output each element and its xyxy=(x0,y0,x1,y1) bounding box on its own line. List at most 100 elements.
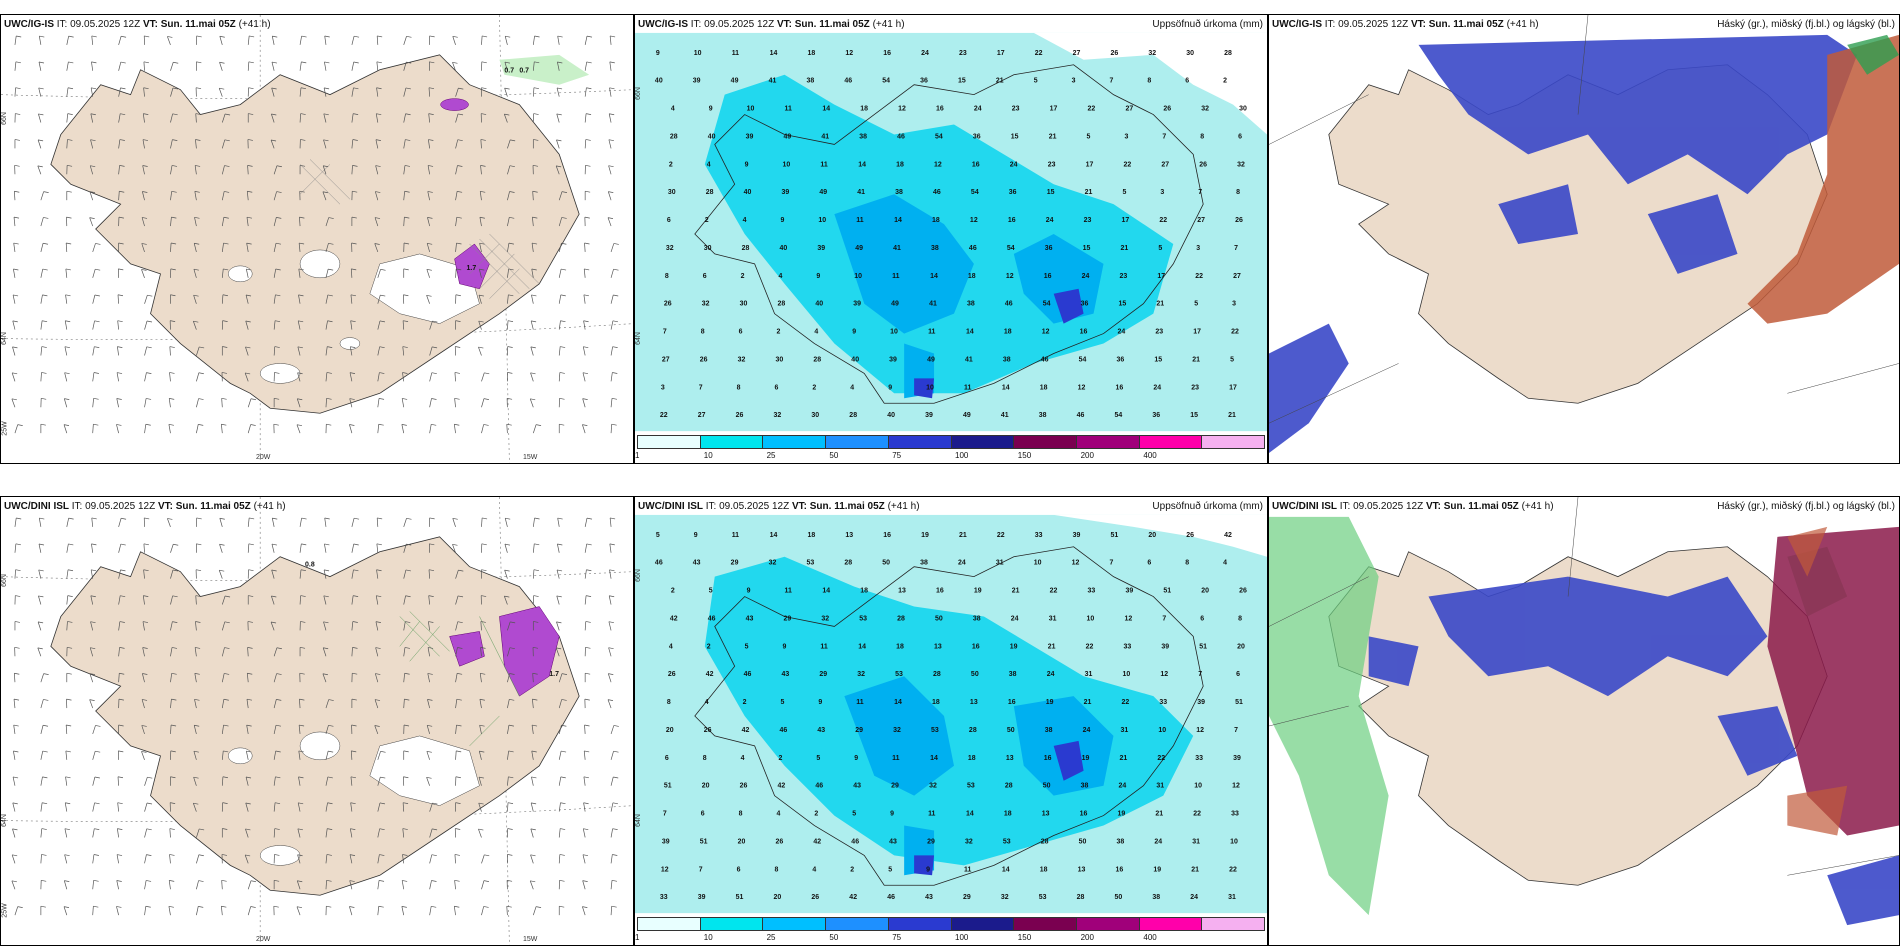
wind-barb xyxy=(507,776,509,786)
wind-barb-flag xyxy=(429,35,435,38)
wind-barb-flag xyxy=(300,569,307,572)
wind-barb-flag xyxy=(301,35,307,38)
wind-barb-flag xyxy=(118,750,124,753)
wind-barb-flag xyxy=(379,828,385,831)
wind-barb xyxy=(299,569,302,579)
precip-value: 14 xyxy=(894,699,902,706)
precip-value: 38 xyxy=(1116,838,1124,845)
precip-value: 12 xyxy=(1124,615,1132,622)
wind-barb-flag xyxy=(196,569,202,572)
wind-barb-flag xyxy=(172,621,178,623)
wind-barb-flag xyxy=(274,879,280,882)
wind-barb xyxy=(170,87,174,97)
wind-barb xyxy=(426,751,430,760)
wind-map[interactable]: 0.8 1.7 xyxy=(1,497,633,945)
wind-barb-flag xyxy=(195,647,201,649)
precip-value: 3 xyxy=(1072,78,1076,85)
wind-barb xyxy=(196,906,199,916)
wind-barb xyxy=(13,268,16,278)
wind-barb xyxy=(13,725,16,734)
precip-value: 26 xyxy=(1239,588,1247,595)
wind-barb-flag xyxy=(119,190,125,193)
wind-barb xyxy=(555,165,560,175)
precip-value: 32 xyxy=(1148,50,1156,57)
precip-value: 28 xyxy=(1041,838,1049,845)
precip-value: 54 xyxy=(1043,301,1051,308)
precip-value: 5 xyxy=(781,699,785,706)
colorbar-tick: 50 xyxy=(829,933,839,942)
wind-barb xyxy=(246,750,249,760)
wind-barb-flag xyxy=(219,35,225,38)
wind-barb xyxy=(325,802,328,812)
precip-value: 32 xyxy=(1201,106,1209,113)
wind-barb-flag xyxy=(454,879,460,882)
wind-barb xyxy=(144,295,148,304)
cloud-map[interactable] xyxy=(1269,15,1899,463)
wind-barb xyxy=(350,750,353,760)
coastline xyxy=(694,64,1204,404)
precip-value: 51 xyxy=(1163,588,1171,595)
precip-value: 17 xyxy=(1050,106,1058,113)
value-label: 0.8 xyxy=(305,562,315,569)
precip-value: 26 xyxy=(1199,161,1207,168)
wind-barb xyxy=(38,569,42,579)
wind-barb xyxy=(455,88,459,97)
wind-barb xyxy=(349,906,353,916)
lon-label: 15W xyxy=(523,936,538,943)
wind-barb xyxy=(14,543,17,553)
wind-barb-flag xyxy=(275,294,281,297)
precip-value: 39 xyxy=(889,356,897,363)
wind-barb-flag xyxy=(559,372,565,374)
wind-barb-flag xyxy=(272,517,278,520)
wind-barb-flag xyxy=(556,87,563,90)
wind-barb-flag xyxy=(405,87,411,90)
precip-value: 11 xyxy=(732,50,739,57)
precip-value: 7 xyxy=(1234,727,1238,734)
wind-barb-flag xyxy=(95,243,101,245)
wind-barb xyxy=(532,517,535,527)
wind-barb-flag xyxy=(94,346,100,348)
wind-barb xyxy=(403,518,407,527)
cloud-map[interactable] xyxy=(1269,497,1899,945)
precip-value: 53 xyxy=(859,615,867,622)
precip-value: 6 xyxy=(737,866,741,873)
precip-value: 28 xyxy=(742,245,750,252)
wind-barb xyxy=(403,165,406,175)
wind-barb xyxy=(117,294,119,304)
wind-barb xyxy=(530,854,534,864)
wind-barb xyxy=(374,243,379,253)
wind-barb-flag xyxy=(322,191,328,194)
wind-barb-flag xyxy=(246,750,252,753)
wind-barb xyxy=(142,621,145,631)
precip-zone-high xyxy=(844,676,1114,876)
wind-barb-flag xyxy=(299,724,305,727)
wind-barb-flag xyxy=(224,191,230,193)
wind-barb xyxy=(429,828,433,838)
wind-barb-flag xyxy=(561,673,568,675)
wind-barb xyxy=(116,880,119,890)
wind-map[interactable]: 0.7 0.7 1.7 xyxy=(1,15,633,463)
precip-value: 11 xyxy=(892,755,899,762)
wind-barb xyxy=(427,217,430,227)
precip-value: 40 xyxy=(708,133,716,140)
wind-barb xyxy=(273,802,276,812)
wind-barb xyxy=(377,398,380,408)
wind-barb-flag xyxy=(456,268,462,271)
precip-value: 39 xyxy=(746,133,754,140)
wind-barb-flag xyxy=(145,905,151,908)
precip-value: 6 xyxy=(667,217,671,224)
wind-barb-flag xyxy=(351,242,357,245)
precip-value: 7 xyxy=(1198,189,1202,196)
wind-barb-flag xyxy=(195,165,201,167)
wind-barb-flag xyxy=(352,190,358,193)
wind-barb-flag xyxy=(427,673,433,675)
wind-barb xyxy=(609,35,612,45)
wind-barb xyxy=(478,320,482,330)
wind-barb xyxy=(273,165,278,175)
wind-barb xyxy=(402,372,405,382)
precip-value: 32 xyxy=(666,245,674,252)
precip-value: 38 xyxy=(895,189,903,196)
wind-barb xyxy=(218,88,223,97)
